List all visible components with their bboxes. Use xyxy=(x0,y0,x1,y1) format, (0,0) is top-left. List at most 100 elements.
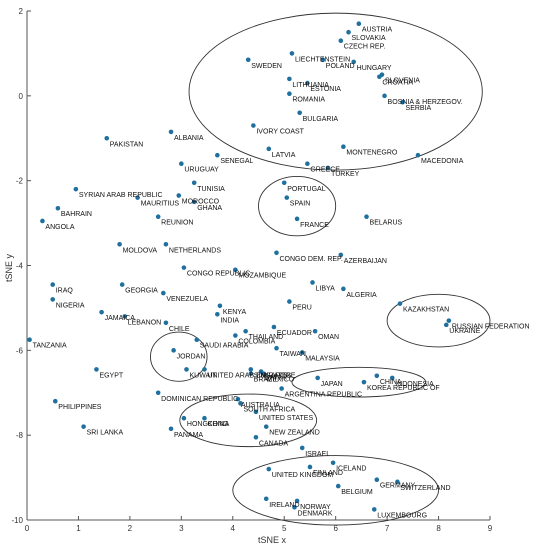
cluster-ellipse xyxy=(258,175,337,237)
data-point xyxy=(202,415,207,421)
point-label: FINLAND xyxy=(313,470,343,477)
data-point xyxy=(266,146,272,152)
data-point xyxy=(181,415,187,421)
point-label: KENYA xyxy=(223,309,247,316)
data-point xyxy=(325,165,331,171)
point-label: MAURITIUS xyxy=(141,201,180,208)
point-label: LIBYA xyxy=(316,285,336,292)
data-points xyxy=(27,21,452,512)
point-label: SERBIA xyxy=(406,105,432,112)
point-label: GHANA xyxy=(197,205,222,212)
x-tick-label: 1 xyxy=(76,524,81,533)
point-label: UNITED KINGDOM xyxy=(272,472,334,479)
data-point xyxy=(374,373,380,379)
point-label: NIGERIA xyxy=(56,302,85,309)
data-point xyxy=(395,479,400,485)
data-point xyxy=(415,152,421,158)
data-point xyxy=(119,282,125,287)
point-label: LUXEMBOURG xyxy=(377,512,427,519)
cluster-ellipses xyxy=(150,12,491,526)
data-point xyxy=(338,252,344,258)
data-point xyxy=(292,504,297,510)
data-point xyxy=(215,152,220,158)
point-label: GERMANY xyxy=(380,483,416,490)
x-tick-label: 4 xyxy=(231,524,236,533)
point-label: TURKEY xyxy=(331,171,360,178)
point-label: PHILIPPINES xyxy=(58,404,102,411)
data-point xyxy=(179,161,184,166)
point-label: AUSTRIA xyxy=(362,27,393,34)
point-label: INDONESIA xyxy=(395,381,434,388)
data-point xyxy=(251,123,256,128)
point-label: EGYPT xyxy=(99,372,123,379)
data-point xyxy=(191,199,197,205)
point-label: IRAQ xyxy=(56,288,74,295)
axes: 0 1 2 3 4 5 6 7 8 9 2 0 -2 -4 -6 -8 -10 xyxy=(11,7,492,533)
data-point xyxy=(243,328,248,334)
point-label: PAKISTAN xyxy=(110,141,144,148)
cluster-ellipse xyxy=(179,393,318,448)
data-point xyxy=(184,367,189,372)
point-label: HONGKONG xyxy=(187,421,229,428)
point-label: AZERBAIJAN xyxy=(344,258,387,265)
point-label: NEW ZEALAND xyxy=(269,430,320,437)
point-label: DOMINICAN REPUBLIC xyxy=(161,396,238,403)
data-point xyxy=(194,337,200,343)
point-label: SRI LANKA xyxy=(87,430,124,437)
data-point xyxy=(202,367,207,372)
data-point xyxy=(287,91,292,97)
data-point xyxy=(356,21,362,27)
point-label: MOROCCO xyxy=(182,199,220,206)
data-point xyxy=(335,483,341,489)
point-label: INDIA xyxy=(220,317,239,324)
point-label: DENMARK xyxy=(298,510,333,517)
data-point xyxy=(305,80,310,86)
data-point xyxy=(235,396,241,402)
data-point xyxy=(155,390,161,396)
data-point xyxy=(217,303,223,309)
data-point xyxy=(351,59,356,65)
point-label: ARGENTINA REPUBLIC xyxy=(285,392,362,399)
point-label: QATAR xyxy=(264,375,287,382)
point-label: KAZAKHSTAN xyxy=(403,307,449,314)
data-point xyxy=(307,464,313,470)
x-axis-label: tSNE x xyxy=(258,535,287,545)
point-label: JAPAN xyxy=(321,381,343,388)
point-label: GREECE xyxy=(310,167,340,174)
point-label: CHILE xyxy=(169,326,190,333)
point-label: MONTENEGRO xyxy=(346,150,398,157)
point-label: ANGOLA xyxy=(45,224,75,231)
point-label: OMAN xyxy=(318,334,339,341)
point-label: ROMANIA xyxy=(292,97,325,104)
x-tick-label: 5 xyxy=(282,524,287,533)
cluster-ellipse xyxy=(386,293,491,348)
data-point xyxy=(341,286,346,292)
point-label: SENEGAL xyxy=(220,158,253,165)
point-label: COLOMBIA xyxy=(238,338,275,345)
point-label: ICELAND xyxy=(336,466,366,473)
data-point xyxy=(163,241,169,247)
point-label: SINGAPORE xyxy=(254,372,296,379)
cluster-ellipse xyxy=(232,455,440,526)
data-point xyxy=(320,57,326,63)
point-label: AUSTRALIA xyxy=(241,402,280,409)
data-point xyxy=(297,110,302,116)
data-point xyxy=(371,507,377,512)
point-label: CONGO DEM. REP. xyxy=(280,256,343,263)
x-tick-label: 9 xyxy=(488,524,493,533)
data-point xyxy=(55,205,61,211)
point-label: RUSSIAN FEDERATION xyxy=(452,324,530,331)
y-tick-label: -8 xyxy=(16,431,24,440)
point-label: SPAIN xyxy=(290,201,311,208)
data-point xyxy=(94,367,99,372)
data-point xyxy=(248,371,254,376)
point-label: CHINA xyxy=(207,421,229,428)
data-point xyxy=(284,195,290,200)
point-label: BELARUS xyxy=(370,220,403,227)
data-point xyxy=(305,161,310,166)
point-label: SAUDI ARABIA xyxy=(200,343,249,350)
data-point xyxy=(312,328,318,334)
point-label: CHINA xyxy=(380,379,402,386)
